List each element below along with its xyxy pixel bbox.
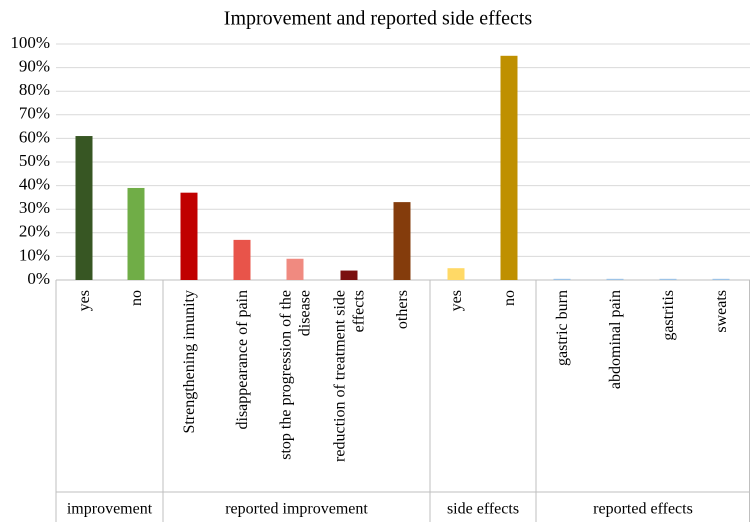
bars xyxy=(75,55,730,280)
category-label-line: effects xyxy=(351,290,368,332)
category-label-line: gastritis xyxy=(660,290,677,341)
y-tick-label: 90% xyxy=(19,57,50,76)
bar-improvement-0 xyxy=(75,136,93,280)
category-label-line: no xyxy=(501,290,518,306)
category-label: disappearance of pain xyxy=(234,290,251,429)
grid-lines xyxy=(56,43,750,281)
y-tick-label: 100% xyxy=(10,33,50,52)
bar-reported-effects-3 xyxy=(712,278,730,280)
category-label-line: stop the progression of the xyxy=(278,290,295,460)
bar-reported-effects-1 xyxy=(606,278,624,280)
bar-reported-improvement-0 xyxy=(180,192,198,280)
category-label-line: disappearance of pain xyxy=(234,290,251,429)
category-label: yes xyxy=(448,290,465,311)
group-label: side effects xyxy=(447,501,519,518)
category-label-line: yes xyxy=(448,290,465,311)
category-label: Strengthening imunity xyxy=(181,290,198,434)
category-label-line: gastric burn xyxy=(554,290,571,366)
category-label: no xyxy=(128,290,145,306)
y-tick-label: 10% xyxy=(19,245,50,264)
y-axis-ticks: 0% 10% 20% 30% 40% 50% 60% 70% 80% 90% 100% xyxy=(10,33,50,288)
category-label: gastric burn xyxy=(554,290,571,366)
y-tick-label: 70% xyxy=(19,104,50,123)
bar-side-effects-0 xyxy=(447,268,465,280)
y-tick-label: 80% xyxy=(19,80,50,99)
y-tick-label: 40% xyxy=(19,175,50,194)
bar-side-effects-1 xyxy=(500,55,518,280)
category-label-line: no xyxy=(128,290,145,306)
category-label: gastritis xyxy=(660,290,677,341)
category-label: no xyxy=(501,290,518,306)
category-label: sweats xyxy=(713,290,730,333)
group-labels: improvement reported improvement side effe… xyxy=(67,501,693,518)
bar-reported-improvement-3 xyxy=(340,270,358,280)
bar-reported-improvement-4 xyxy=(393,202,411,280)
bar-reported-effects-2 xyxy=(659,278,677,280)
y-tick-label: 20% xyxy=(19,222,50,241)
y-tick-label: 0% xyxy=(27,269,50,288)
y-tick-label: 50% xyxy=(19,151,50,170)
bar-reported-effects-0 xyxy=(553,278,571,280)
group-label: reported effects xyxy=(593,501,693,518)
group-label: reported improvement xyxy=(225,501,368,518)
bar-reported-improvement-2 xyxy=(286,258,304,280)
category-label-line: others xyxy=(394,290,411,329)
category-label-line: yes xyxy=(76,290,93,311)
category-label-line: disease xyxy=(297,290,314,336)
category-label: yes xyxy=(76,290,93,311)
y-tick-label: 30% xyxy=(19,198,50,217)
category-label: abdominal pain xyxy=(607,290,624,389)
bar-reported-improvement-1 xyxy=(233,239,251,280)
category-label: stop the progression of the disease xyxy=(278,290,314,460)
category-label-line: Strengthening imunity xyxy=(181,290,198,434)
y-tick-label: 60% xyxy=(19,127,50,146)
category-separators xyxy=(55,280,750,522)
group-label: improvement xyxy=(67,501,153,518)
category-labels: yes no Strengthening imunity disappearance … xyxy=(76,290,730,462)
category-label: reduction of treatment side effects xyxy=(332,290,368,462)
category-label-line: abdominal pain xyxy=(607,290,624,389)
bar-improvement-1 xyxy=(127,187,145,280)
chart-title: Improvement and reported side effects xyxy=(224,8,533,30)
category-label-line: sweats xyxy=(713,290,730,333)
category-label-line: reduction of treatment side xyxy=(332,290,349,462)
category-label: others xyxy=(394,290,411,329)
